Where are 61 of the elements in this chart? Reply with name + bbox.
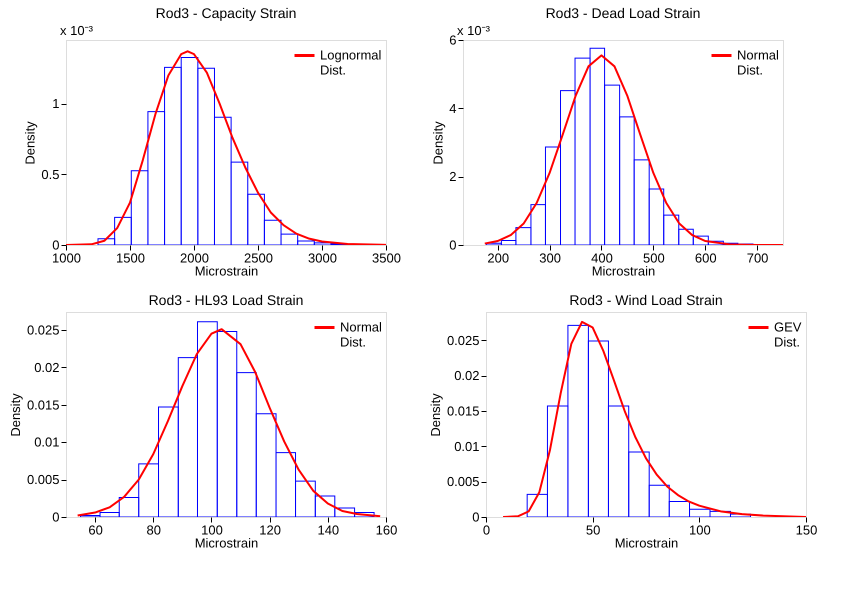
x-tick-label: 300: [539, 250, 561, 266]
line-series: [66, 50, 386, 245]
x-tick-label: 150: [796, 522, 818, 538]
y-tick-label: 0: [449, 238, 456, 252]
chart-title: Rod3 - Wind Load Strain: [569, 292, 723, 308]
y-tick-label: 0.025: [26, 322, 60, 338]
y-tick-label: 0.01: [454, 438, 480, 454]
y-tick-label: 0: [52, 510, 60, 524]
x-tick-label: 700: [746, 250, 768, 266]
x-tick-label: 0: [482, 522, 490, 538]
legend-label: Normal Dist.: [737, 48, 780, 78]
legend-label: GEV Dist.: [774, 320, 802, 350]
x-tick-label: 3000: [308, 250, 337, 266]
line-series: [502, 320, 806, 517]
y-axis-title: Density: [8, 392, 23, 437]
x-tick-label: 400: [591, 250, 613, 266]
legend-label: Lognormal Dist.: [320, 48, 382, 78]
x-tick-label: 60: [88, 522, 103, 538]
x-tick-label: 2000: [180, 250, 209, 266]
x-tick-label: 120: [259, 522, 281, 538]
x-tick-label: 2500: [244, 250, 273, 266]
y-tick-label: 0.015: [26, 397, 60, 412]
chart-title: Rod3 - HL93 Load Strain: [148, 292, 304, 308]
y-tick-label: 0.02: [454, 368, 480, 384]
x-tick-label: 3500: [372, 250, 401, 266]
x-tick-label: 160: [376, 522, 398, 538]
y-tick-label: 0.01: [34, 434, 60, 450]
y-tick-label: 2: [449, 169, 456, 184]
x-tick-label: 500: [642, 250, 665, 266]
x-axis-title: Microstrain: [194, 536, 258, 550]
y-axis-title: Density: [430, 120, 446, 165]
y-axis-title: Density: [428, 392, 443, 437]
y-tick-label: 0.02: [34, 360, 60, 375]
text: x 10⁻³: [60, 23, 94, 38]
x-tick-label: 1000: [52, 250, 81, 266]
y-axis-title: Density: [22, 120, 38, 165]
y-tick-label: 1: [52, 96, 60, 112]
text: x 10⁻³: [457, 23, 491, 38]
y-tick-label: 6: [449, 32, 456, 48]
y-tick-label: 4: [449, 100, 456, 116]
x-tick-label: 100: [201, 522, 223, 538]
x-tick-label: 200: [487, 250, 510, 266]
y-tick-label: 0: [52, 238, 60, 252]
y-tick-label: 0: [472, 510, 480, 524]
y-tick-label: 0.005: [446, 474, 480, 490]
chart-title: Rod3 - Capacity Strain: [156, 5, 296, 21]
x-axis-title: Microstrain: [614, 536, 678, 550]
y-tick-label: 0.005: [26, 472, 60, 488]
x-tick-label: 100: [688, 522, 711, 538]
y-tick-label: 0.5: [41, 166, 60, 182]
x-axis-title: Microstrain: [194, 264, 258, 278]
x-tick-label: 80: [146, 522, 162, 538]
x-tick-label: 140: [317, 522, 340, 538]
y-tick-label: 0.015: [446, 403, 480, 418]
x-axis-title: Microstrain: [592, 264, 656, 278]
x-tick-label: 50: [586, 522, 600, 538]
legend-label: Normal Dist.: [340, 320, 382, 350]
chart-title: Rod3 - Dead Load Strain: [546, 5, 700, 21]
y-tick-label: 0.025: [446, 332, 480, 348]
x-tick-label: 1500: [116, 250, 145, 266]
x-tick-label: 600: [694, 250, 717, 266]
